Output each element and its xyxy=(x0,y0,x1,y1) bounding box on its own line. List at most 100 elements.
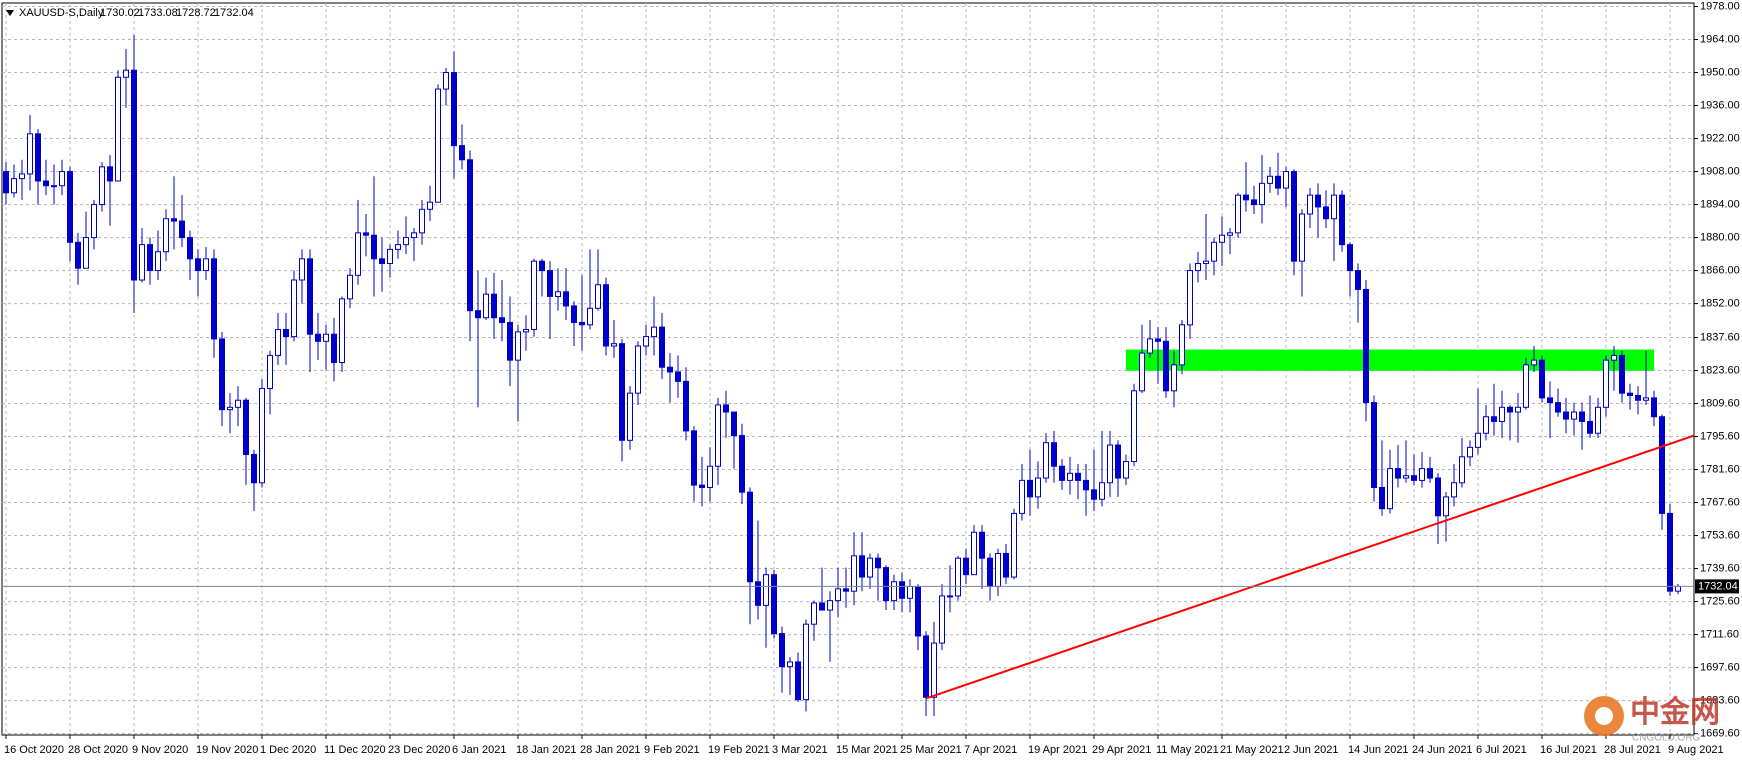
candle-body xyxy=(1427,468,1433,479)
candle-body xyxy=(1011,512,1017,578)
candle-body xyxy=(843,588,849,592)
candle-body xyxy=(35,133,41,182)
candle-body xyxy=(355,232,361,276)
candle-body xyxy=(163,218,169,253)
y-tick-label: 1922.00 xyxy=(1700,132,1740,144)
candle-body xyxy=(171,218,177,222)
candle-body xyxy=(555,291,561,298)
candle-body xyxy=(1307,194,1313,215)
candle-body xyxy=(667,366,673,373)
candle-body xyxy=(883,567,889,602)
y-tick-label: 1936.00 xyxy=(1700,99,1740,111)
candle-body xyxy=(91,204,97,239)
candle-body xyxy=(1003,552,1009,578)
candle-body xyxy=(635,345,641,394)
candle-body xyxy=(59,171,65,187)
candle-body xyxy=(75,241,81,269)
candle-body xyxy=(683,380,689,432)
candle-body xyxy=(11,178,17,194)
candle-body xyxy=(211,258,217,340)
watermark-sub: CNGOLD.ORG xyxy=(1632,733,1701,744)
candle-body xyxy=(451,72,457,147)
candle-body xyxy=(1611,354,1617,361)
candle-body xyxy=(1619,354,1625,394)
candle-body xyxy=(67,171,73,243)
candle-body xyxy=(1547,397,1553,404)
y-tick-label: 1669.60 xyxy=(1700,727,1740,739)
candle-body xyxy=(795,661,801,701)
grid xyxy=(2,3,1694,735)
candle-body xyxy=(219,338,225,411)
candle-body xyxy=(1331,194,1337,220)
y-tick-label: 1753.60 xyxy=(1700,529,1740,541)
candle-body xyxy=(467,159,473,312)
candle-body xyxy=(1395,468,1401,479)
y-tick-label: 1908.00 xyxy=(1700,165,1740,177)
y-tick-label: 1781.60 xyxy=(1700,463,1740,475)
y-tick-label: 1767.60 xyxy=(1700,496,1740,508)
x-tick-label: 2 Jun 2021 xyxy=(1284,744,1338,756)
candle-body xyxy=(1035,477,1041,498)
candle-body xyxy=(1171,364,1177,392)
candle-body xyxy=(1451,482,1457,498)
candle-body xyxy=(323,333,329,342)
symbol-title: XAUUSD-S,Daily xyxy=(19,7,104,19)
candle-body xyxy=(691,430,697,486)
candle-body xyxy=(587,307,593,326)
candle-body xyxy=(1587,420,1593,434)
candle-body xyxy=(1627,392,1633,397)
x-tick-label: 1 Dec 2020 xyxy=(260,744,316,756)
candle-body xyxy=(379,258,385,265)
candle-body xyxy=(283,329,289,338)
candle-body xyxy=(107,166,113,182)
candle-body xyxy=(1507,406,1513,413)
header-low: 1728.72 xyxy=(176,7,216,19)
y-tick-label: 1711.60 xyxy=(1700,628,1739,640)
candle-body xyxy=(1203,260,1209,265)
y-tick-label: 1978.00 xyxy=(1700,0,1740,12)
candle-body xyxy=(1155,338,1161,342)
candle-body xyxy=(1379,486,1385,510)
candle-body xyxy=(571,305,577,323)
candle-body xyxy=(235,399,241,408)
x-tick-label: 9 Nov 2020 xyxy=(132,744,188,756)
y-tick-label: 1739.60 xyxy=(1700,562,1740,574)
x-tick-label: 9 Aug 2021 xyxy=(1668,744,1724,756)
candle-body xyxy=(899,581,905,599)
candle-body xyxy=(1467,446,1473,458)
candle-body xyxy=(523,329,529,333)
candle-body xyxy=(243,399,249,455)
price-label-box xyxy=(1695,579,1739,594)
candle-body xyxy=(19,173,25,180)
candle-body xyxy=(1043,442,1049,479)
candle-body xyxy=(1195,263,1201,272)
overlays xyxy=(1126,349,1654,371)
x-tick-label: 19 Apr 2021 xyxy=(1028,744,1087,756)
candle-body xyxy=(1067,472,1073,481)
candle-body xyxy=(51,185,57,188)
candle-body xyxy=(251,453,257,484)
candle-body xyxy=(275,329,281,356)
candle-body xyxy=(787,661,793,668)
y-tick-label: 1866.00 xyxy=(1700,264,1740,276)
candle-body xyxy=(115,76,121,182)
candle-body xyxy=(1083,479,1089,491)
candle-body xyxy=(507,321,513,361)
candle-body xyxy=(1123,461,1129,479)
candles xyxy=(3,34,1681,717)
candle-body xyxy=(1091,489,1097,500)
candle-body xyxy=(1267,175,1273,184)
y-tick-label: 1795.60 xyxy=(1700,430,1740,442)
candle-body xyxy=(979,531,985,559)
candle-body xyxy=(499,317,505,323)
watermark: 中金网 CNGOLD.ORG xyxy=(1584,695,1720,744)
candle-body xyxy=(363,232,369,236)
candle-body xyxy=(643,336,649,347)
candle-body xyxy=(1315,194,1321,208)
candle-body xyxy=(1139,352,1145,392)
collapse-arrow[interactable] xyxy=(6,10,14,16)
candle-body xyxy=(1667,512,1673,592)
y-tick-label: 1894.00 xyxy=(1700,198,1740,210)
candle-body xyxy=(1051,442,1057,467)
candle-body xyxy=(1531,359,1537,366)
